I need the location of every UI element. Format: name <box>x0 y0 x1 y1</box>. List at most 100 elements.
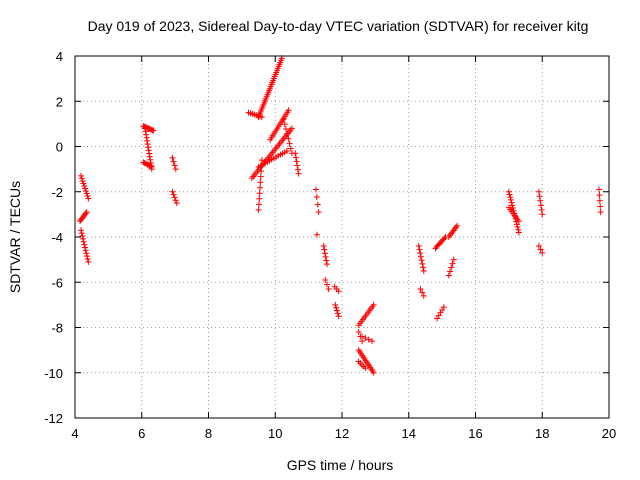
data-point <box>315 209 322 216</box>
data-point <box>172 197 179 204</box>
data-point <box>150 127 157 134</box>
data-point <box>508 199 515 206</box>
data-point <box>370 369 377 376</box>
data-point <box>288 125 295 132</box>
data-point <box>256 190 263 197</box>
data-point <box>142 125 149 132</box>
data-point <box>147 156 154 163</box>
data-point <box>258 157 265 164</box>
data-point <box>312 186 319 193</box>
data-point <box>321 250 328 257</box>
data-point <box>507 194 514 201</box>
data-point <box>169 154 176 161</box>
data-point <box>513 221 520 228</box>
data-point <box>420 264 427 271</box>
data-point <box>538 206 545 213</box>
data-point <box>333 304 340 311</box>
chart-title: Day 019 of 2023, Sidereal Day-to-day VTE… <box>88 18 589 34</box>
data-point <box>285 135 292 142</box>
x-tick-label: 20 <box>602 426 616 441</box>
data-point <box>420 292 427 299</box>
data-point <box>284 130 291 137</box>
data-point <box>142 128 149 135</box>
x-axis-label: GPS time / hours <box>287 457 394 473</box>
x-tick-label: 6 <box>138 426 145 441</box>
data-point <box>447 268 454 275</box>
data-point <box>258 168 265 175</box>
data-point <box>171 194 178 201</box>
data-point <box>82 210 89 217</box>
data-point <box>419 260 426 267</box>
data-point <box>287 145 294 152</box>
data-point <box>255 201 262 208</box>
data-point <box>595 186 602 193</box>
data-point <box>146 150 153 157</box>
data-point <box>286 140 293 147</box>
data-point <box>335 288 342 295</box>
data-point <box>85 195 92 202</box>
data-point <box>539 249 546 256</box>
data-point <box>415 243 422 250</box>
data-point <box>313 194 320 201</box>
data-point <box>256 195 263 202</box>
data-point <box>417 253 424 260</box>
data-point <box>143 134 150 141</box>
data-point <box>416 246 423 253</box>
data-point <box>448 264 455 271</box>
data-point <box>80 235 87 242</box>
data-point <box>82 244 89 251</box>
y-tick-label: -10 <box>44 366 63 381</box>
data-point <box>146 153 153 160</box>
data-point <box>149 127 156 134</box>
data-point <box>535 243 542 250</box>
data-point <box>515 229 522 236</box>
y-tick-label: 0 <box>56 140 63 155</box>
data-point <box>323 281 330 288</box>
data-point <box>257 184 264 191</box>
data-point <box>145 144 152 151</box>
data-point <box>505 188 512 195</box>
data-point <box>370 301 377 308</box>
data-point <box>292 154 299 161</box>
data-points <box>77 55 604 376</box>
data-point <box>362 335 369 342</box>
data-point <box>171 162 178 169</box>
data-point <box>450 256 457 263</box>
y-tick-label: 2 <box>56 94 63 109</box>
data-point <box>148 163 155 170</box>
data-point <box>285 107 292 114</box>
data-point <box>537 202 544 209</box>
data-point <box>173 200 180 207</box>
data-point <box>365 336 372 343</box>
data-point <box>535 188 542 195</box>
data-point <box>79 232 86 239</box>
data-point <box>83 190 90 197</box>
data-point <box>144 141 151 148</box>
data-point <box>295 170 302 177</box>
data-point <box>143 131 150 138</box>
data-point <box>597 209 604 216</box>
data-point <box>362 365 369 372</box>
x-tick-label: 8 <box>205 426 212 441</box>
data-point <box>417 286 424 293</box>
data-point <box>280 116 287 123</box>
data-point <box>537 246 544 253</box>
y-tick-label: -8 <box>51 321 63 336</box>
data-point <box>445 272 452 279</box>
data-point <box>144 137 151 144</box>
data-point <box>82 185 89 192</box>
data-point <box>418 257 425 264</box>
data-point <box>293 158 300 165</box>
data-point <box>596 192 603 199</box>
y-tick-label: -12 <box>44 411 63 426</box>
data-point <box>509 202 516 209</box>
data-point <box>257 173 264 180</box>
data-point <box>81 241 88 248</box>
data-point <box>369 338 376 345</box>
data-point <box>85 258 92 265</box>
data-point <box>172 166 179 173</box>
data-point <box>355 329 362 336</box>
y-tick-label: -6 <box>51 275 63 290</box>
data-point <box>515 218 522 225</box>
data-point <box>82 187 89 194</box>
